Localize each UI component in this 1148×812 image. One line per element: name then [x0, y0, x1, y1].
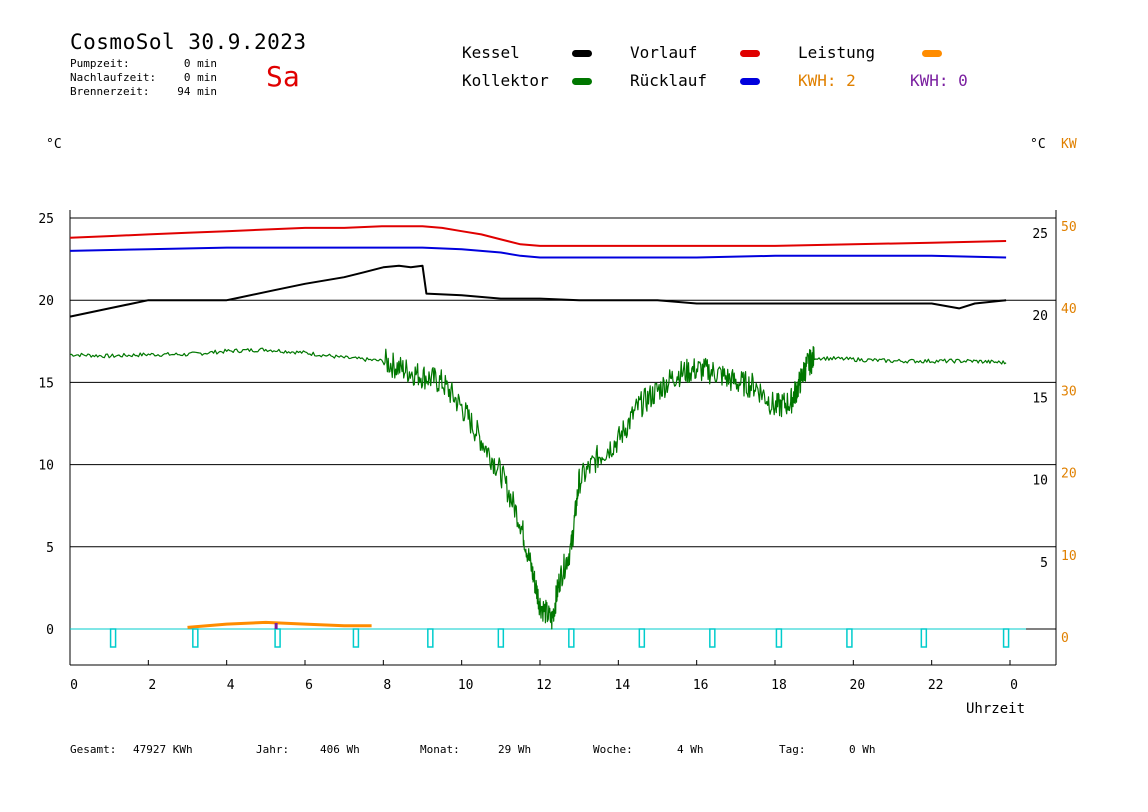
y-tick-label-kw: 10: [1061, 549, 1077, 564]
page-title: CosmoSol 30.9.2023: [70, 30, 307, 54]
marker-layer: [109, 623, 1010, 648]
x-tick-label: 22: [928, 678, 944, 693]
footer-tag-value: 0 Wh: [849, 743, 876, 756]
pump-marker: [1002, 628, 1010, 648]
x-tick-label: 6: [305, 678, 313, 693]
legend-kessel-label: Kessel: [462, 43, 520, 62]
grid-layer: [69, 210, 1057, 666]
day-name: Sa: [266, 60, 300, 93]
right-axis-unit: °C: [1030, 137, 1046, 152]
x-tick-label: 0: [1010, 678, 1018, 693]
y-tick-label-left: 5: [46, 541, 54, 556]
stat-pumpzeit-label: Pumpzeit:: [70, 57, 130, 70]
y-tick-label-kw: 20: [1061, 467, 1077, 482]
pump-marker: [109, 628, 117, 648]
x-tick-label: 2: [148, 678, 156, 693]
stat-brennerzeit-label: Brennerzeit:: [70, 85, 150, 98]
x-tick-label: 12: [536, 678, 552, 693]
footer-gesamt-label: Gesamt:: [70, 743, 117, 756]
legend-vorlauf-swatch: [740, 50, 760, 57]
pump-marker: [846, 628, 853, 648]
footer-woche-label: Woche:: [593, 743, 633, 756]
x-tick-label: 20: [850, 678, 866, 693]
y-tick-label-kw: 30: [1061, 384, 1077, 399]
pump-marker: [638, 628, 646, 648]
y-tick-label-left: 20: [38, 294, 54, 309]
x-tick-label: 8: [383, 678, 391, 693]
y-tick-label-right: 5: [1040, 556, 1048, 571]
y-tick-label-right: 10: [1032, 474, 1048, 489]
legend-ruecklauf-swatch: [740, 78, 760, 85]
series-line-leistung: [187, 620, 372, 629]
right-axis-unit-kw: KW: [1061, 137, 1077, 152]
y-tick-label-left: 15: [38, 376, 54, 391]
series-line-vorlauf: [69, 225, 1007, 247]
footer-jahr-value: 406 Wh: [320, 743, 360, 756]
pump-marker: [775, 628, 783, 648]
legend-leistung-swatch: [922, 50, 942, 57]
stat-brennerzeit-value: 94 min: [177, 85, 217, 98]
legend-kollektor-label: Kollektor: [462, 71, 549, 90]
y-tick-label-left: 25: [38, 212, 54, 227]
series-line-ruecklauf: [69, 246, 1007, 259]
footer-monat-value: 29 Wh: [498, 743, 532, 756]
pump-marker: [920, 628, 928, 648]
y-tick-label-right: 25: [1032, 227, 1048, 242]
pump-marker: [427, 628, 434, 648]
pump-marker: [274, 628, 281, 648]
y-tick-label-right: 15: [1032, 391, 1048, 406]
pump-marker: [497, 628, 505, 648]
pump-marker: [352, 628, 360, 648]
x-tick-label: 10: [458, 678, 474, 693]
x-tick-label: 14: [615, 678, 631, 693]
x-tick-label: 0: [70, 678, 78, 693]
footer-tag-label: Tag:: [779, 743, 806, 756]
series-line-kessel: [69, 264, 1007, 318]
legend-kollektor-swatch: [572, 78, 592, 85]
legend-leistung-label: Leistung: [798, 43, 876, 62]
y-tick-label-right: 20: [1032, 309, 1048, 324]
pump-marker: [192, 628, 199, 648]
pump-marker: [709, 628, 716, 648]
x-tick-label: 16: [693, 678, 709, 693]
legend-ruecklauf-label: Rücklauf: [630, 71, 708, 90]
y-tick-label-left: 0: [46, 623, 54, 638]
stat-pumpzeit-value: 0 min: [183, 57, 217, 70]
y-tick-label-left: 10: [38, 459, 54, 474]
series-layer: [69, 225, 1007, 630]
y-tick-label-kw: 0: [1061, 631, 1069, 646]
x-axis-label: Uhrzeit: [966, 701, 1026, 717]
purple-marker: [274, 623, 278, 629]
legend-vorlauf-label: Vorlauf: [630, 43, 698, 62]
stat-nachlaufzeit-label: Nachlaufzeit:: [70, 71, 157, 84]
left-axis-unit: °C: [46, 137, 62, 152]
footer-jahr-label: Jahr:: [256, 743, 290, 756]
x-tick-label: 18: [771, 678, 787, 693]
footer-woche-value: 4 Wh: [677, 743, 704, 756]
pump-marker: [568, 628, 575, 648]
legend-kwh-purple: KWH: 0: [910, 71, 968, 90]
x-tick-label: 4: [227, 678, 235, 693]
legend-kwh-orange: KWH: 2: [798, 71, 856, 90]
footer-monat-label: Monat:: [420, 743, 460, 756]
series-line-kollektor: [69, 346, 1007, 630]
y-tick-label-kw: 40: [1061, 302, 1077, 317]
stat-nachlaufzeit-value: 0 min: [183, 71, 217, 84]
legend-kessel-swatch: [572, 50, 592, 57]
footer-gesamt-value: 47927 KWh: [133, 743, 193, 756]
y-tick-label-kw: 50: [1061, 220, 1077, 235]
